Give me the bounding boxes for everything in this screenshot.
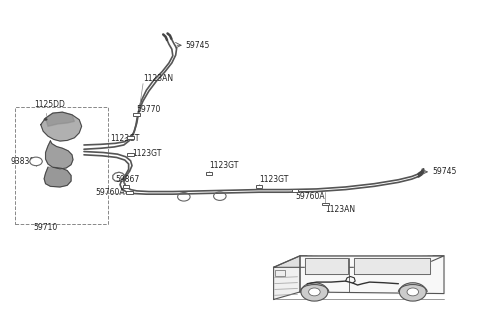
Text: 59710: 59710 bbox=[34, 223, 58, 232]
Bar bbox=[256, 185, 263, 188]
Polygon shape bbox=[274, 256, 300, 299]
Polygon shape bbox=[46, 112, 74, 126]
Bar bbox=[205, 172, 212, 174]
Text: 1123GT: 1123GT bbox=[132, 149, 162, 158]
Text: 93830: 93830 bbox=[11, 157, 35, 166]
Text: 59745: 59745 bbox=[186, 41, 210, 50]
Polygon shape bbox=[46, 141, 73, 169]
Bar bbox=[292, 189, 299, 192]
Text: 1125DD: 1125DD bbox=[35, 100, 65, 109]
Text: 59770: 59770 bbox=[137, 105, 161, 114]
Text: 59745: 59745 bbox=[432, 167, 456, 176]
Circle shape bbox=[301, 283, 328, 301]
Polygon shape bbox=[354, 258, 430, 274]
Bar bbox=[133, 113, 140, 116]
Text: 1123GT: 1123GT bbox=[259, 175, 288, 184]
Bar bbox=[15, 107, 108, 224]
Text: 1123GT: 1123GT bbox=[209, 161, 238, 170]
Text: 1123GT: 1123GT bbox=[110, 134, 140, 143]
Bar bbox=[275, 270, 285, 276]
Text: 1123AN: 1123AN bbox=[325, 205, 356, 214]
Polygon shape bbox=[44, 167, 71, 187]
Bar bbox=[323, 202, 329, 205]
Text: 59867: 59867 bbox=[115, 175, 140, 184]
Polygon shape bbox=[274, 256, 444, 267]
Text: 59760A: 59760A bbox=[295, 192, 325, 201]
Bar bbox=[123, 185, 129, 188]
Polygon shape bbox=[41, 112, 82, 141]
Circle shape bbox=[30, 157, 42, 166]
Circle shape bbox=[399, 283, 426, 301]
Circle shape bbox=[407, 288, 419, 296]
Text: 59760A: 59760A bbox=[95, 188, 125, 197]
Polygon shape bbox=[305, 258, 348, 274]
Circle shape bbox=[309, 288, 320, 296]
Circle shape bbox=[44, 118, 48, 121]
Text: 1123AN: 1123AN bbox=[143, 74, 173, 83]
Bar bbox=[128, 136, 133, 139]
Bar bbox=[127, 192, 132, 194]
Polygon shape bbox=[300, 256, 444, 294]
Bar bbox=[128, 153, 133, 155]
